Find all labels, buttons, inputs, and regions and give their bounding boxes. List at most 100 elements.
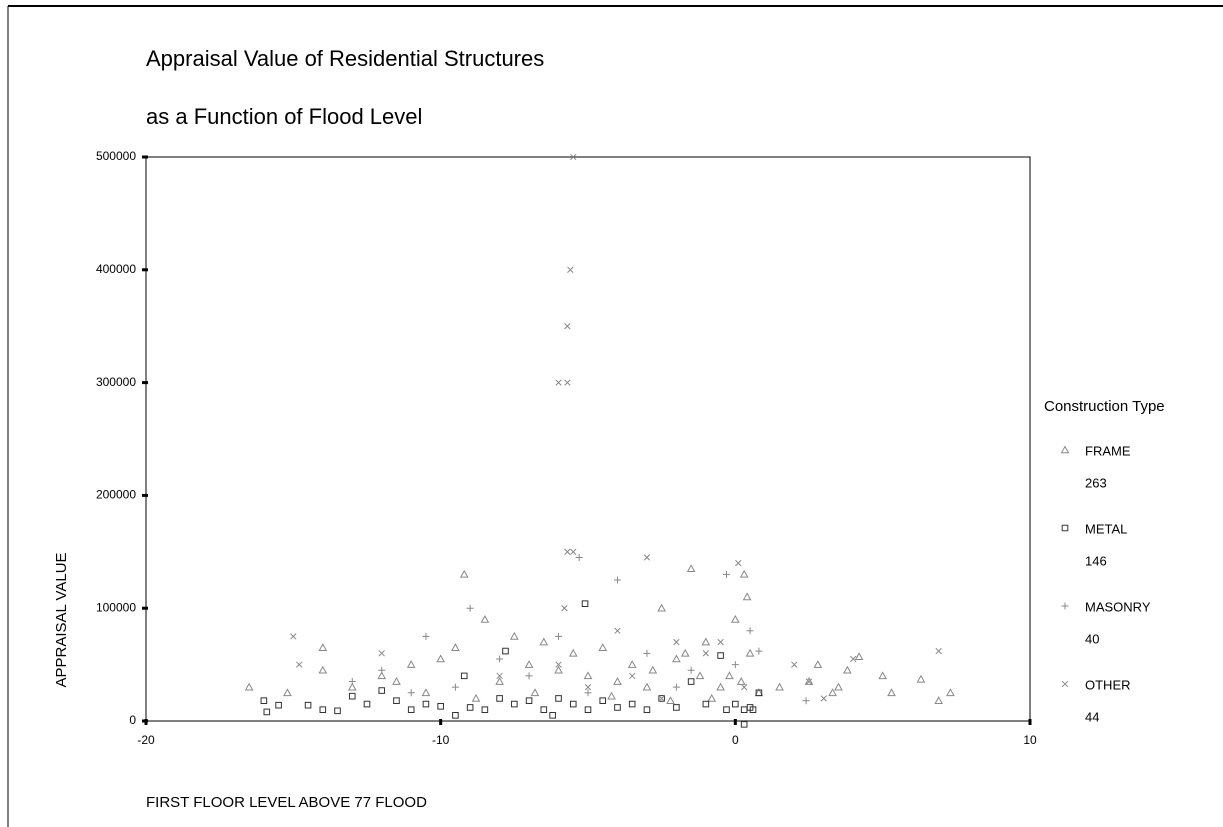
y-tick-label: 300000 [96,375,136,389]
data-point [934,696,944,704]
data-point [584,706,592,714]
data-point [673,704,680,711]
data-point [581,600,589,607]
legend-title: Construction Type [1044,398,1165,415]
data-point [584,684,592,691]
data-point [614,704,621,711]
legend-count: 44 [1085,709,1099,724]
data-point [509,631,519,640]
data-point [716,682,725,691]
data-point [686,564,696,573]
data-point [614,627,621,634]
chart-subtitle: as a Function of Flood Level [146,104,422,129]
data-point [244,682,254,691]
data-point [530,688,540,697]
data-point [805,678,813,685]
data-point [549,712,556,719]
data-point [575,553,583,561]
data-point [437,703,444,710]
x-tick-label: -20 [137,733,155,747]
data-point [673,638,680,646]
data-point [658,695,665,702]
data-point [421,688,431,697]
data-point [554,665,563,674]
data-point [564,548,571,555]
data-point [725,671,734,680]
data-point [318,665,328,674]
legend-label: OTHER [1085,677,1131,692]
data-point [283,688,292,697]
data-point [854,652,864,661]
data-point [555,379,562,386]
data-point [436,654,446,663]
data-point [745,648,755,657]
data-point [347,682,357,691]
data-point [804,676,814,685]
data-point [735,559,742,567]
plot-frame [145,156,1031,722]
data-point [511,700,518,708]
data-point [263,708,271,716]
chart-title: Appraisal Value of Residential Structure… [146,46,544,71]
data-point [406,660,416,668]
data-point [466,704,474,711]
data-point [422,632,430,640]
data-point [525,672,533,680]
data-point [466,604,474,612]
data-point [732,700,739,708]
data-point [687,678,695,685]
data-point [736,676,746,685]
data-point [731,661,739,669]
legend-marker [1061,602,1069,610]
data-point [723,706,730,714]
data-point [642,682,652,691]
data-point [471,693,481,702]
data-point [260,697,268,704]
legend-marker [1060,445,1070,454]
data-point [348,692,356,700]
data-point [524,660,534,668]
data-point [701,637,711,646]
data-point [687,666,695,674]
data-point [422,700,430,708]
data-point [570,548,577,555]
data-point [378,687,386,694]
data-point [495,676,504,685]
data-point [525,697,533,704]
data-point [599,697,607,704]
x-tick-label: 0 [732,733,739,747]
data-point [680,648,690,657]
data-point [707,693,717,702]
data-point [702,700,710,708]
data-point [643,554,651,561]
data-point [820,695,827,702]
data-point [567,266,574,273]
data-point [555,695,562,702]
data-point [451,643,460,651]
y-tick-label: 500000 [96,149,136,163]
data-point [628,700,636,708]
data-point [672,654,681,663]
data-point [746,704,754,711]
data-point [564,323,571,330]
legend-marker [1061,680,1069,688]
data-point [813,660,823,668]
data-point [657,603,667,612]
data-point [452,712,459,719]
data-point [334,707,341,715]
data-point [755,647,763,655]
legend-count: 263 [1085,475,1107,490]
data-point [643,649,651,657]
data-point [348,678,356,686]
data-point [459,569,469,578]
data-point [730,614,740,623]
data-point [564,379,571,386]
data-point [722,570,730,578]
data-point [363,700,371,708]
data-point [878,671,888,680]
data-point [717,638,724,646]
data-point [451,683,459,691]
data-point [481,706,489,714]
data-point [755,689,763,697]
